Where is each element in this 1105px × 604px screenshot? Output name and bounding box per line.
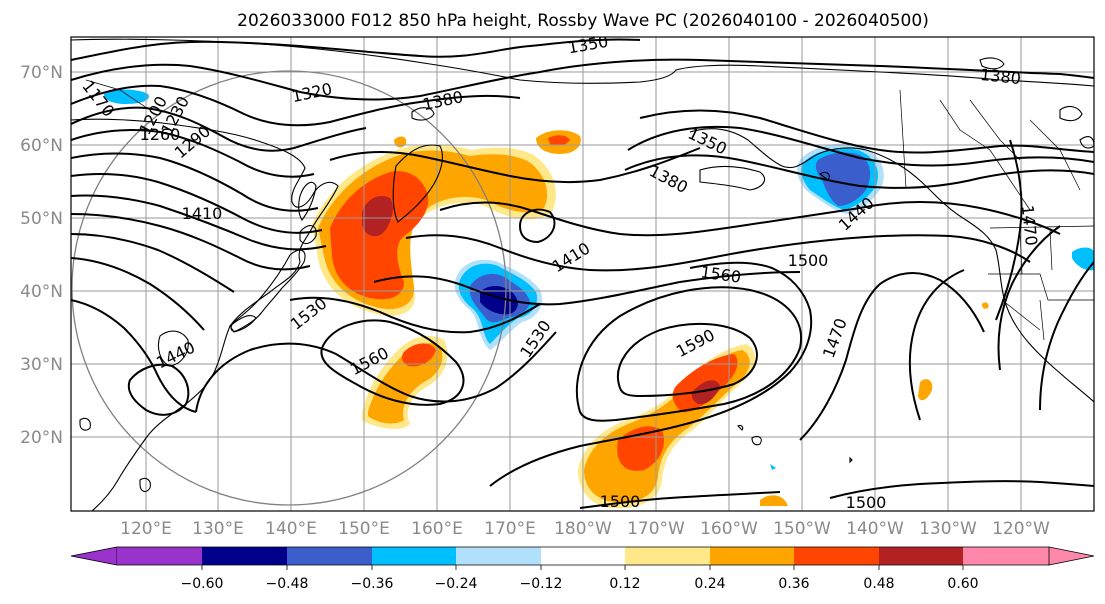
- colorbar-segment: [710, 547, 794, 565]
- map-area: 1350 1380 1320 1380 1170 1200 1230 1260 …: [71, 37, 1094, 512]
- colorbar-tick: −0.24: [435, 576, 478, 592]
- pc-shading: [104, 89, 1094, 509]
- colorbar-segment: [541, 547, 625, 565]
- contour-label: 1380: [979, 65, 1021, 88]
- contour-label: 1470: [1018, 204, 1041, 246]
- colorbar-extend-min: [70, 546, 118, 566]
- contour-label: 1260: [140, 125, 181, 144]
- colorbar-tick: −0.36: [351, 576, 394, 592]
- lat-label: 70°N: [20, 63, 63, 83]
- lat-label: 40°N: [20, 282, 63, 302]
- colorbar-segment: [202, 547, 287, 565]
- lon-label: 170°E: [484, 519, 536, 539]
- contour-label: 1500: [600, 492, 641, 511]
- lon-label: 150°E: [338, 519, 390, 539]
- contour-label: 1500: [788, 251, 829, 270]
- lon-label: 170°W: [627, 519, 685, 539]
- lon-label: 140°E: [265, 519, 317, 539]
- colorbar-tick: 0.60: [947, 576, 978, 592]
- colorbar-segment: [117, 547, 202, 565]
- colorbar-tick: −0.60: [181, 576, 224, 592]
- colorbar-segment: [879, 547, 963, 565]
- lon-label: 130°E: [192, 519, 244, 539]
- contour-label: 1500: [846, 493, 887, 512]
- lon-label: 150°W: [773, 519, 831, 539]
- lat-label: 20°N: [20, 428, 63, 448]
- colorbar-tick: 0.24: [694, 576, 725, 592]
- longitude-labels: 120°E 130°E 140°E 150°E 160°E 170°E 180°…: [120, 519, 1050, 539]
- colorbar-segment: [794, 547, 879, 565]
- lat-label: 60°N: [20, 136, 63, 156]
- map-frame: [70, 36, 1095, 512]
- lat-label: 50°N: [20, 209, 63, 229]
- colorbar-segment: [372, 547, 456, 565]
- lon-label: 160°W: [700, 519, 758, 539]
- colorbar-segment: [625, 547, 710, 565]
- colorbar-segment: [456, 547, 541, 565]
- colorbar-tick: 0.12: [609, 576, 640, 592]
- height-contours: [71, 38, 1094, 509]
- positive-anomaly-japan: [362, 195, 393, 237]
- colorbar-tick: 0.36: [778, 576, 809, 592]
- colorbar-tick: 0.48: [863, 576, 894, 592]
- lon-label: 120°E: [120, 519, 172, 539]
- colorbar-segment: [287, 547, 372, 565]
- colorbar: −0.60 −0.48 −0.36 −0.24 −0.12 0.12 0.24 …: [70, 546, 1095, 592]
- lon-label: 130°W: [919, 519, 977, 539]
- lon-label: 120°W: [992, 519, 1050, 539]
- colorbar-extend-max: [1048, 546, 1095, 566]
- colorbar-tick: −0.12: [520, 576, 563, 592]
- lon-label: 160°E: [411, 519, 463, 539]
- colorbar-segment: [963, 547, 1049, 565]
- map-title: 2026033000 F012 850 hPa height, Rossby W…: [237, 11, 929, 31]
- lat-label: 30°N: [20, 355, 63, 375]
- radius-circle: [71, 70, 507, 506]
- contour-label: 1410: [182, 204, 223, 223]
- latitude-labels: 70°N 60°N 50°N 40°N 30°N 20°N: [20, 63, 63, 448]
- lon-label: 180°W: [554, 519, 612, 539]
- colorbar-tick: −0.48: [266, 576, 309, 592]
- lon-label: 140°W: [846, 519, 904, 539]
